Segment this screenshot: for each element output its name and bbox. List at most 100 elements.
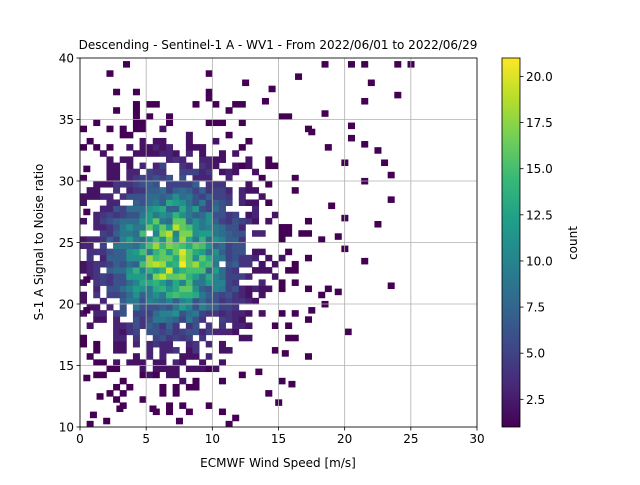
heatmap-cell [159, 230, 167, 237]
heatmap-cell [106, 125, 114, 133]
heatmap-cell [166, 260, 174, 268]
heatmap-cell [172, 205, 180, 213]
heatmap-cell [86, 137, 94, 145]
heatmap-cell [205, 205, 213, 213]
heatmap-cell [146, 260, 154, 268]
heatmap-cell [225, 199, 233, 206]
heatmap-cell [126, 297, 134, 305]
heatmap-cell [93, 193, 101, 200]
heatmap-cell [159, 291, 167, 299]
heatmap-cell [132, 205, 140, 213]
heatmap-cell [199, 316, 207, 323]
heatmap-cell [212, 205, 220, 213]
heatmap-cell [232, 217, 240, 225]
heatmap-cell [347, 134, 355, 142]
heatmap-cell [212, 193, 220, 200]
x-tick-label: 25 [403, 432, 418, 446]
heatmap-cell [113, 267, 121, 274]
heatmap-cell [119, 297, 127, 305]
heatmap-cell [132, 273, 140, 280]
heatmap-cell [179, 267, 187, 274]
heatmap-cell [106, 70, 114, 77]
heatmap-cell [132, 254, 140, 262]
heatmap-cell [113, 236, 121, 243]
heatmap-cell [152, 371, 160, 379]
heatmap-cell [99, 260, 107, 268]
heatmap-cell [172, 230, 180, 237]
heatmap-cell [159, 260, 167, 268]
heatmap-cell [218, 248, 226, 256]
heatmap-cell [159, 224, 167, 231]
heatmap-cell [166, 242, 174, 250]
heatmap-cell [225, 224, 233, 231]
heatmap-cell [212, 181, 220, 188]
heatmap-cell [166, 402, 174, 409]
heatmap-cell [99, 273, 107, 280]
heatmap-cell [218, 217, 226, 225]
heatmap-cell [271, 347, 279, 354]
heatmap-cell [232, 297, 240, 305]
heatmap-cell [166, 254, 174, 262]
heatmap-cell [238, 199, 246, 206]
heatmap-cell [185, 224, 193, 231]
heatmap-cell [139, 242, 147, 250]
heatmap-cell [218, 291, 226, 299]
heatmap-cell [86, 193, 94, 200]
heatmap-cell [185, 408, 193, 416]
heatmap-cell [225, 347, 233, 354]
heatmap-cell [185, 322, 193, 329]
heatmap-cell [288, 380, 296, 388]
heatmap-cell [172, 322, 180, 329]
heatmap-cell [285, 267, 293, 274]
heatmap-cell [152, 328, 160, 336]
heatmap-cell [205, 70, 213, 77]
heatmap-cell [119, 267, 127, 274]
heatmap-cell [205, 260, 213, 268]
heatmap-cell [96, 393, 104, 400]
heatmap-cell [199, 297, 207, 305]
heatmap-cell [192, 174, 200, 182]
heatmap-cell [166, 150, 174, 157]
heatmap-cell [185, 181, 193, 188]
heatmap-cell [106, 230, 114, 237]
heatmap-cell [139, 248, 147, 256]
heatmap-cell [192, 310, 200, 317]
heatmap-cell [205, 187, 213, 194]
heatmap-cell [278, 254, 286, 262]
heatmap-cell [139, 273, 147, 280]
heatmap-cell [252, 248, 260, 256]
heatmap-cell [278, 113, 286, 120]
heatmap-cell [166, 328, 174, 336]
heatmap-cell [126, 254, 134, 262]
heatmap-cell [232, 248, 240, 256]
heatmap-cell [166, 217, 174, 225]
heatmap-cell [179, 174, 187, 182]
heatmap-cell [218, 193, 226, 200]
heatmap-cell [192, 297, 200, 305]
heatmap-cell [218, 279, 226, 286]
heatmap-cell [205, 119, 213, 127]
heatmap-cell [205, 211, 213, 219]
heatmap-cell [225, 217, 233, 225]
heatmap-cell [152, 211, 160, 219]
heatmap-cell [334, 233, 342, 240]
heatmap-cell [192, 285, 200, 293]
heatmap-cell [139, 279, 147, 286]
x-axis-ticks: 0 5 10 15 20 25 30 [76, 427, 485, 446]
heatmap-cell [252, 211, 260, 219]
heatmap-cell [146, 211, 154, 219]
heatmap-cell [119, 310, 127, 317]
heatmap-cell [179, 230, 187, 237]
heatmap-cell [252, 285, 260, 293]
heatmap-cell [166, 285, 174, 293]
heatmap-cell [152, 310, 160, 317]
heatmap-cell [113, 205, 121, 213]
heatmap-cell [172, 254, 180, 262]
heatmap-cell [126, 174, 134, 182]
heatmap-cell [218, 408, 226, 416]
heatmap-cell [381, 159, 389, 167]
heatmap-cell [93, 285, 101, 293]
heatmap-cell [199, 144, 207, 151]
heatmap-cell [199, 174, 207, 182]
heatmap-cell [159, 254, 167, 262]
